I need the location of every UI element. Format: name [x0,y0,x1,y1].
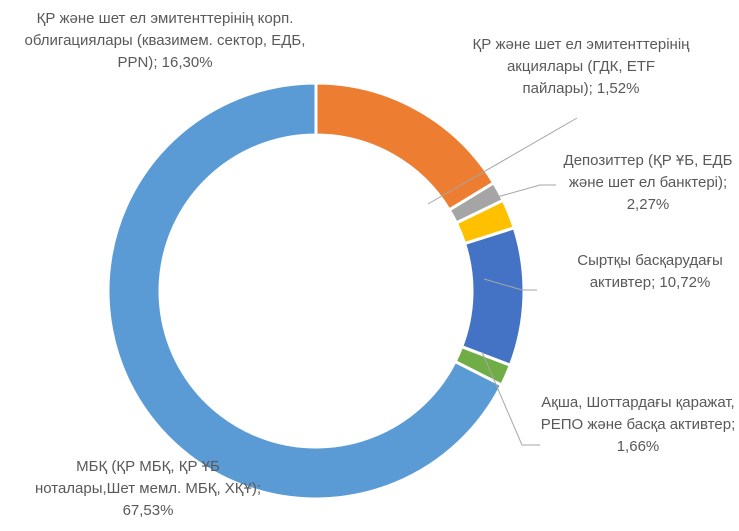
leader-line [481,351,540,446]
data-label: МБҚ (ҚР МБҚ, ҚР ҰБ ноталары,Шет мемл. МБ… [34,458,262,519]
data-label: ҚР және шет ел эмитенттерінің акциялары … [472,36,690,97]
data-label: ҚР және шет ел эмитенттерінің корп. обли… [24,10,306,71]
data-label: Ақша, Шоттардағы қаражат, РЕПО және басқ… [540,394,736,455]
leader-line [464,184,556,207]
donut-segment [459,225,526,368]
donut-segment [314,81,496,212]
leader-line [427,117,578,205]
data-label: Сыртқы басқарудағы активтер; 10,72% [577,252,723,291]
data-label: Депозиттер (ҚР ҰБ, ЕДБ және шет ел банкт… [563,152,733,213]
donut-segment [106,81,504,501]
leader-line [483,278,537,291]
